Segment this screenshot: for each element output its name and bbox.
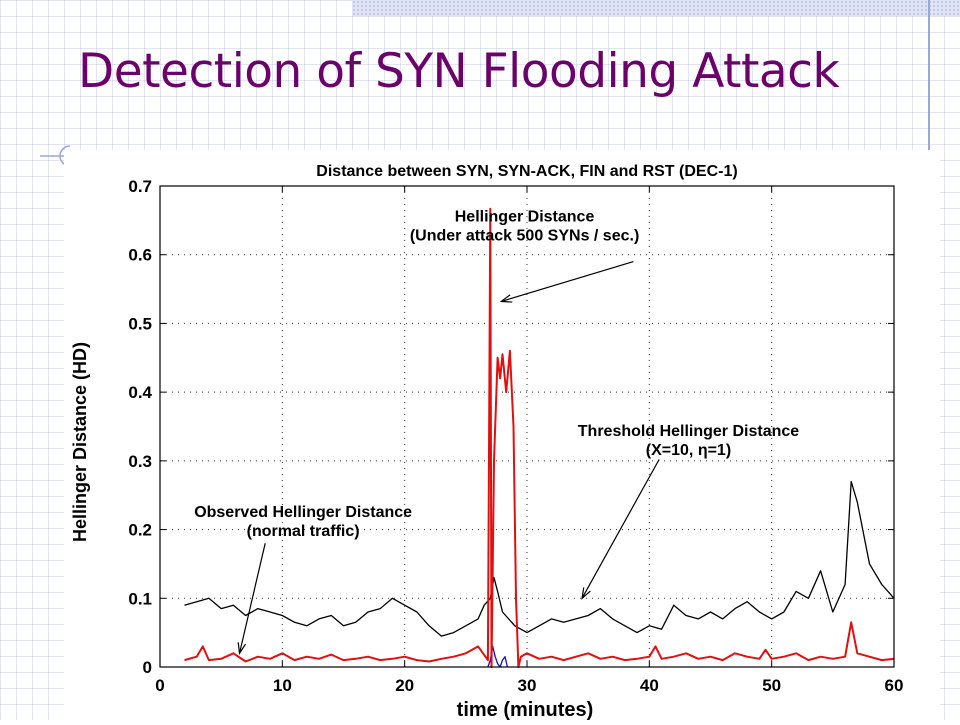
annotation-arrow xyxy=(238,543,266,654)
y-tick-label: 0.5 xyxy=(128,314,152,333)
annotation-arrow xyxy=(581,459,660,599)
annotation-text: (Under attack 500 SYNs / sec.) xyxy=(410,228,639,245)
slide-top-band xyxy=(352,0,960,16)
y-tick-label: 0.6 xyxy=(128,246,152,265)
y-tick-label: 0.4 xyxy=(128,383,152,402)
annotation-arrowhead xyxy=(237,642,247,655)
annotation-layer: Hellinger Distance (Under attack 500 SYNs… xyxy=(194,209,799,655)
y-tick-label: 0.7 xyxy=(128,177,152,196)
slide-vertical-rule xyxy=(928,0,930,248)
annotation-text: Hellinger Distance xyxy=(455,209,595,226)
annotation-text: Threshold Hellinger Distance xyxy=(578,423,799,440)
annotation-arrowhead xyxy=(499,294,513,303)
chart-panel: Distance between SYN, SYN-ACK, FIN and R… xyxy=(64,150,940,721)
y-axis-label: Hellinger Distance (HD) xyxy=(70,342,90,542)
y-tick-label: 0.1 xyxy=(128,589,152,608)
annotation-arrow xyxy=(501,261,634,303)
series-line-0 xyxy=(184,480,895,637)
x-tick-label: 30 xyxy=(518,676,537,695)
slide-title: Detection of SYN Flooding Attack xyxy=(78,44,840,99)
x-tick-label: 60 xyxy=(885,676,904,695)
x-tick-label: 50 xyxy=(762,676,781,695)
annotation-text: (normal traffic) xyxy=(247,523,360,540)
chart-title: Distance between SYN, SYN-ACK, FIN and R… xyxy=(316,163,737,180)
y-tick-label: 0.3 xyxy=(128,452,152,471)
x-tick-label: 40 xyxy=(640,676,659,695)
series-line-1 xyxy=(184,207,895,668)
x-tick-label: 0 xyxy=(155,676,164,695)
y-tick-label: 0 xyxy=(143,658,152,677)
x-tick-label: 10 xyxy=(273,676,292,695)
x-axis-label: time (minutes) xyxy=(457,699,594,720)
hellinger-distance-chart: Distance between SYN, SYN-ACK, FIN and R… xyxy=(70,163,903,721)
annotation-arrowhead xyxy=(581,587,591,600)
annotation-1: Threshold Hellinger Distance (X=10, η=1) xyxy=(578,423,799,600)
annotation-0: Hellinger Distance (Under attack 500 SYNs… xyxy=(410,209,639,303)
annotation-2: Observed Hellinger Distance (normal traff… xyxy=(194,504,412,655)
x-tick-label: 20 xyxy=(395,676,414,695)
y-tick-label: 0.2 xyxy=(128,521,152,540)
annotation-text: Observed Hellinger Distance xyxy=(194,504,412,521)
annotation-text: (X=10, η=1) xyxy=(646,442,731,459)
plot-area: 0 10 20 30 40 50 60 0 0.1 0.2 0.3 0.4 0.5 0.6 0.7 xyxy=(128,177,903,695)
